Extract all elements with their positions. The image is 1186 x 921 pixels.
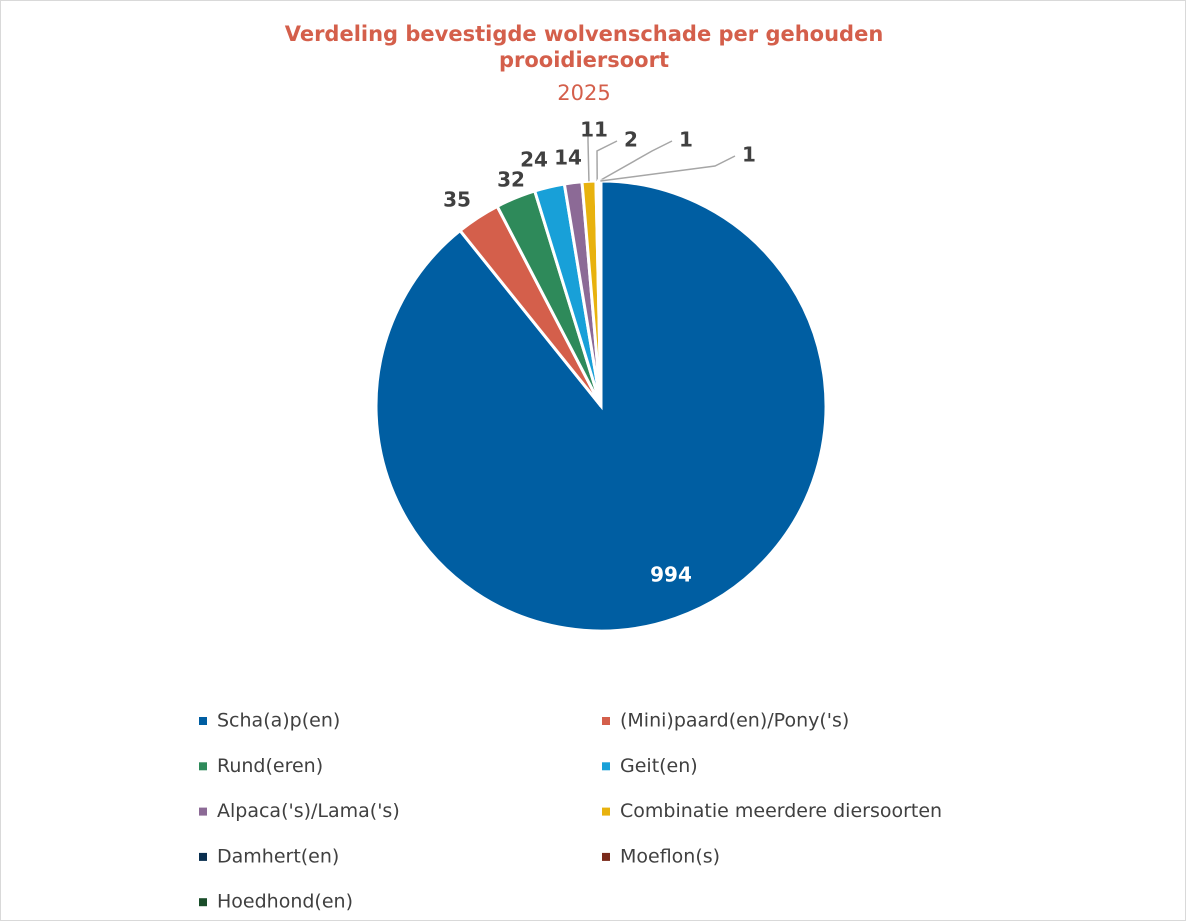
chart-subtitle: 2025 [557,81,611,105]
legend-swatch [602,717,610,725]
leader-line [587,123,590,182]
chart-title: Verdeling bevestigde wolvenschade per ge… [284,22,884,72]
legend-label: (Mini)paard(en)/Pony('s) [620,710,849,732]
data-label: 32 [497,168,525,192]
legend-swatch [199,852,207,861]
legend-label: Combinatie meerdere diersoorten [620,800,942,822]
legend-swatch [199,898,207,907]
legend-label: Scha(a)p(en) [217,710,340,732]
legend-swatch [602,852,610,861]
legend-label: Alpaca('s)/Lama('s) [217,800,400,822]
leader-line [598,140,673,182]
legend-swatch [199,807,207,816]
data-label: 14 [554,146,582,170]
legend-label: Rund(eren) [217,755,323,777]
legend-label: Damhert(en) [217,845,339,867]
leader-line [596,140,618,182]
pie-slice [598,179,603,407]
data-label: 35 [443,188,471,212]
data-label: 11 [580,118,608,142]
legend-swatch [602,807,610,816]
pie-slice [374,179,828,633]
legend-label: Hoedhond(en) [217,891,353,913]
legend-swatch [199,717,207,725]
data-label: 1 [742,143,756,167]
leader-line [600,155,736,182]
legend-label: Moeflon(s) [620,845,720,867]
legend-swatch [199,762,207,771]
data-label: 1 [679,128,693,152]
data-label: 994 [650,563,692,587]
legend-label: Geit(en) [620,755,698,777]
data-label: 24 [520,148,548,172]
legend-swatch [602,762,610,771]
data-label: 2 [624,128,638,152]
